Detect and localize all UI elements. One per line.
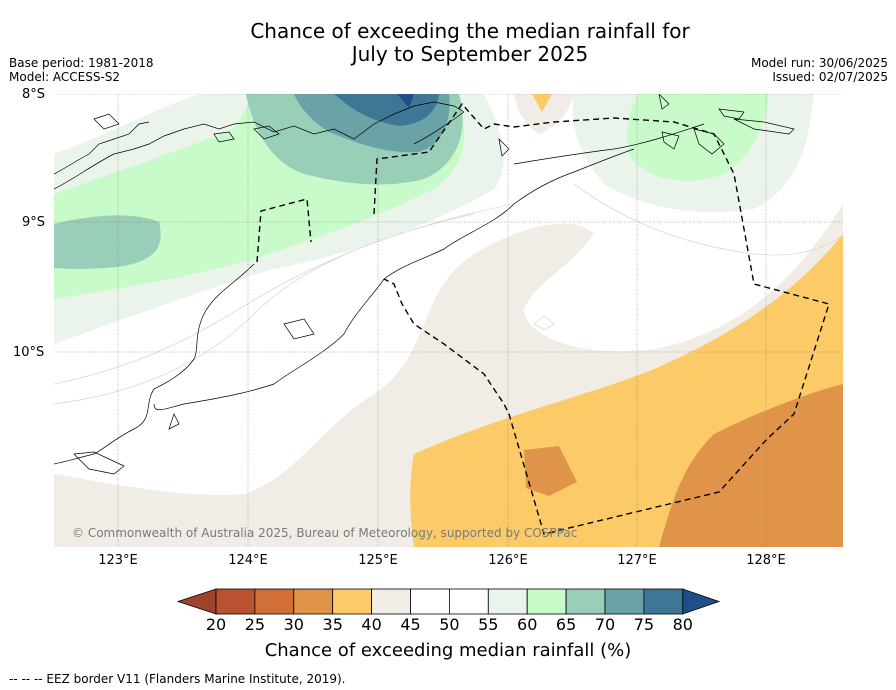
meta-right: Model run: 30/06/2025 Issued: 02/07/2025	[751, 56, 888, 84]
colorbar-tick-label: 80	[672, 615, 693, 634]
lon-label-128e: 128°E	[746, 553, 786, 568]
colorbar-segment	[565, 588, 606, 615]
region-30-35	[659, 384, 843, 547]
eez-footnote: -- -- -- EEZ border V11 (Flanders Marine…	[9, 672, 346, 686]
colorbar-label: Chance of exceeding median rainfall (%)	[264, 640, 632, 661]
title-line-2: July to September 2025	[351, 42, 589, 66]
colorbar-segment	[254, 588, 295, 615]
region-35-40-north	[532, 94, 552, 112]
lon-label-123e: 123°E	[98, 553, 138, 568]
region-80	[397, 94, 414, 108]
colorbar-segment	[487, 588, 528, 615]
eez-border	[256, 102, 830, 535]
region-60-65-east	[627, 94, 769, 182]
colorbar-segment	[410, 588, 450, 615]
graticule	[54, 94, 843, 547]
lon-label-124e: 124°E	[228, 553, 268, 568]
region-75-80	[334, 94, 439, 126]
base-period-text: Base period: 1981-2018	[9, 56, 154, 70]
colorbar-segment	[526, 588, 567, 615]
colorbar-extend-high	[682, 588, 721, 615]
lat-label-9s: 9°S	[22, 215, 46, 230]
colorbar-tick-label: 60	[517, 615, 538, 634]
colorbar-tick-label: 65	[555, 615, 577, 634]
colorbar-tick-label: 45	[400, 615, 421, 634]
colorbar-segments	[176, 588, 721, 615]
issued-text: Issued: 02/07/2025	[772, 70, 888, 84]
colorbar-segment	[215, 588, 256, 615]
coastline	[54, 94, 795, 475]
colorbar-segment	[448, 588, 489, 615]
model-text: Model: ACCESS-S2	[9, 70, 121, 84]
colorbar-segment	[332, 588, 372, 615]
colorbar-tick-label: 35	[322, 615, 343, 634]
region-30-35-spot	[524, 446, 577, 496]
meta-left: Base period: 1981-2018 Model: ACCESS-S2	[9, 56, 154, 84]
colorbar-tick-label: 75	[633, 615, 655, 634]
colorbar-tick-label: 50	[439, 615, 460, 634]
colorbar-tick-label: 25	[244, 615, 266, 634]
colorbar-tick-label: 20	[205, 615, 227, 634]
title-line-1: Chance of exceeding the median rainfall …	[250, 19, 690, 43]
region-40-45-north	[514, 94, 574, 134]
lon-label-126e: 126°E	[488, 553, 528, 568]
colorbar-segment	[371, 588, 411, 615]
lat-label-10s: 10°S	[13, 345, 45, 360]
colorbar-tick-label: 30	[283, 615, 304, 634]
rainfall-map	[54, 94, 843, 547]
colorbar-segment	[604, 588, 645, 615]
colorbar-tick-label: 55	[478, 615, 499, 634]
colorbar	[176, 588, 721, 615]
colorbar-extend-low	[176, 588, 217, 615]
colorbar-segment	[643, 588, 684, 615]
copyright-text: © Commonwealth of Australia 2025, Bureau…	[72, 526, 578, 540]
model-run-text: Model run: 30/06/2025	[750, 56, 888, 70]
colorbar-tick-label: 40	[361, 615, 382, 634]
lon-label-127e: 127°E	[617, 553, 657, 568]
colorbar-segment	[293, 588, 334, 615]
map-title: Chance of exceeding the median rainfall …	[0, 20, 896, 66]
colorbar-tick-label: 70	[594, 615, 616, 634]
contour-lines	[54, 183, 843, 405]
lat-label-8s: 8°S	[22, 87, 46, 102]
region-65-70-west	[54, 215, 161, 269]
lon-label-125e: 125°E	[358, 553, 398, 568]
